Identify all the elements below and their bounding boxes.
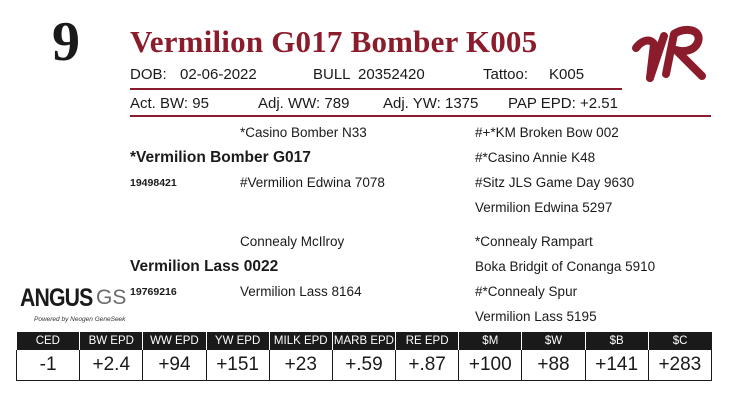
dam-sire: Connealy McIlroy — [240, 234, 345, 249]
epd-header: RE EPD — [395, 332, 460, 350]
adjusted-yearling-weight: Adj. YW: 1375 — [383, 95, 479, 112]
epd-value: -1 — [15, 350, 81, 381]
epd-header: $M — [458, 332, 523, 350]
pap-epd: PAP EPD: +2.51 — [508, 95, 618, 112]
angus-gs-logo: ANGUS GS Powered by Neogen GeneSeek — [20, 284, 130, 328]
animal-name: Vermilion G017 Bomber K005 — [130, 24, 538, 59]
epd-header: WW EPD — [142, 332, 207, 350]
dam: Vermilion Lass 0022 — [130, 258, 279, 275]
dam-sire-dam: Boka Bridgit of Conanga 5910 — [475, 259, 656, 274]
dam-dam-dam: Vermilion Lass 5195 — [475, 309, 597, 324]
epd-header: YW EPD — [206, 332, 270, 350]
gs-wordmark: GS — [96, 286, 127, 309]
epd-header-row: CED BW EPD WW EPD YW EPD MILK EPD MARB E… — [16, 332, 712, 350]
lot-number: 9 — [52, 11, 80, 73]
epd-value: +2.4 — [79, 350, 144, 381]
sire: *Vermilion Bomber G017 — [130, 149, 311, 166]
tattoo-value: K005 — [549, 66, 585, 83]
epd-header: MARB EPD — [332, 332, 397, 350]
epd-value: +94 — [142, 350, 207, 381]
epd-value-row: -1 +2.4 +94 +151 +23 +.59 +.87 +100 +88 … — [15, 350, 713, 381]
dob-label: DOB: — [130, 66, 167, 83]
sire-dam: #Vermilion Edwina 7078 — [240, 175, 385, 190]
epd-table: CED BW EPD WW EPD YW EPD MILK EPD MARB E… — [15, 332, 713, 381]
epd-value: +88 — [521, 350, 586, 381]
sire-registration: 19498421 — [130, 177, 177, 189]
dam-registration: 19769216 — [130, 286, 177, 298]
epd-value: +141 — [584, 350, 649, 381]
actual-birth-weight: Act. BW: 95 — [130, 95, 209, 112]
epd-header: $B — [585, 332, 649, 350]
sire-sire-sire: #+*KM Broken Bow 002 — [475, 125, 619, 140]
sex: BULL — [313, 66, 351, 83]
sire-sire-dam: #*Casino Annie K48 — [475, 150, 596, 165]
epd-value: +283 — [647, 350, 713, 381]
divider — [130, 88, 622, 90]
dam-sire-sire: *Connealy Rampart — [475, 234, 593, 249]
adjusted-weaning-weight: Adj. WW: 789 — [258, 95, 350, 112]
dam-dam-sire: #*Connealy Spur — [475, 284, 578, 299]
epd-value: +100 — [458, 350, 523, 381]
epd-value: +.87 — [395, 350, 460, 381]
epd-header: $C — [648, 332, 712, 350]
dob-value: 02-06-2022 — [180, 66, 257, 83]
tattoo-label: Tattoo: — [483, 66, 529, 83]
sire-sire: *Casino Bomber N33 — [240, 125, 367, 140]
epd-value: +151 — [205, 350, 270, 381]
epd-header: BW EPD — [79, 332, 144, 350]
vr-brand-logo: VR — [632, 25, 706, 82]
angus-wordmark: ANGUS — [20, 284, 93, 312]
angus-tagline: Powered by Neogen GeneSeek — [34, 316, 126, 323]
epd-header: CED — [16, 332, 81, 350]
divider — [130, 115, 711, 117]
epd-value: +.59 — [331, 350, 397, 381]
sire-dam-dam: Vermilion Edwina 5297 — [475, 200, 613, 215]
registration-number: 20352420 — [358, 66, 425, 83]
sire-dam-sire: #Sitz JLS Game Day 9630 — [475, 175, 635, 190]
dam-dam: Vermilion Lass 8164 — [240, 284, 362, 299]
epd-value: +23 — [268, 350, 333, 381]
epd-header: $W — [521, 332, 586, 350]
epd-header: MILK EPD — [269, 332, 333, 350]
